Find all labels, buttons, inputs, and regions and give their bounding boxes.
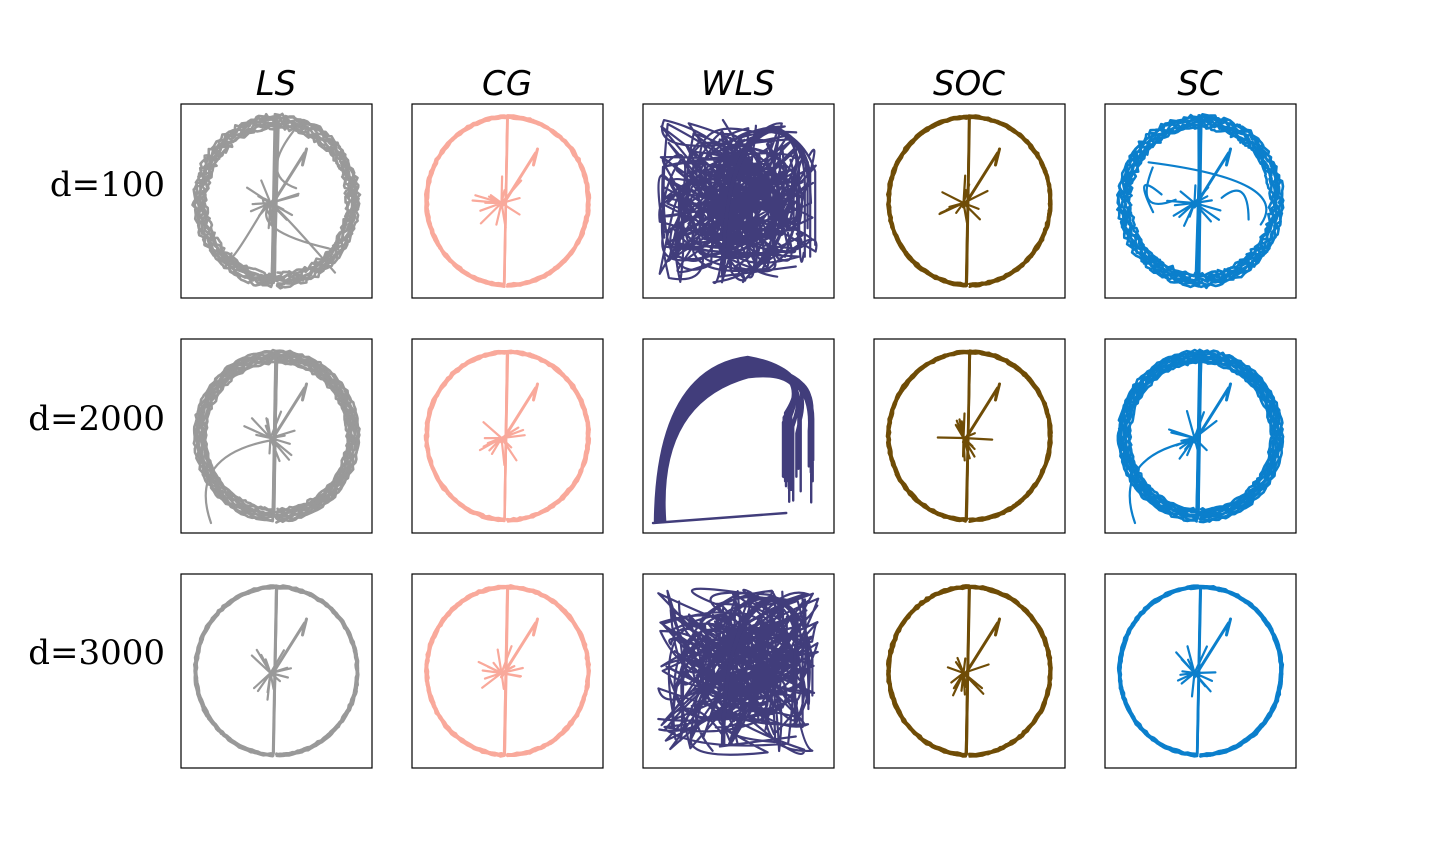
trajectory-series <box>657 118 818 285</box>
trajectory-line <box>888 586 1051 756</box>
panel-sc-d100 <box>1104 103 1297 299</box>
trajectory-series <box>657 587 820 756</box>
trajectory-line <box>426 586 589 756</box>
trajectory-line <box>1123 355 1279 517</box>
trajectory-line <box>1143 161 1268 226</box>
panel-sc-d3000 <box>1104 573 1297 769</box>
trajectory-line <box>243 410 296 463</box>
trajectory-series <box>651 355 815 525</box>
trajectory-line <box>269 382 308 444</box>
trajectory-line <box>946 656 990 697</box>
trajectory-line <box>718 594 814 748</box>
column-title-sc: SC <box>1177 64 1223 104</box>
trajectory-series <box>886 114 1053 288</box>
panels <box>180 103 1297 769</box>
trajectory-series <box>886 584 1053 758</box>
trajectory-series <box>424 584 591 758</box>
trajectory-line <box>962 617 1001 679</box>
trajectory-line <box>888 116 1051 285</box>
trajectory-line <box>888 351 1051 521</box>
trajectory-line <box>1175 645 1217 698</box>
trajectory-line <box>195 586 358 756</box>
trajectory-line <box>203 360 350 512</box>
panel-ls-d100 <box>180 103 373 299</box>
trajectory-line <box>1127 360 1274 512</box>
column-title-cg: CG <box>482 64 532 104</box>
trajectory-line <box>269 617 308 679</box>
trajectory-line <box>269 147 308 209</box>
trajectory-line <box>478 421 526 467</box>
panel-cg-d2000 <box>411 338 604 534</box>
trajectory-line <box>718 124 817 278</box>
trajectory-line <box>1119 586 1282 756</box>
trajectory-line <box>200 121 354 281</box>
trajectory-series <box>885 349 1053 523</box>
trajectory-line <box>1128 438 1198 525</box>
trajectory-line <box>426 116 589 286</box>
column-title-soc: SOC <box>933 64 1005 104</box>
column-titles: LS CG WLS SOC SC <box>256 64 1223 104</box>
panel-cg-d100 <box>411 103 604 299</box>
panel-ls-d2000 <box>180 338 373 534</box>
panel-ls-d3000 <box>180 573 373 769</box>
trajectory-line <box>962 147 1001 209</box>
trajectory-line <box>1127 124 1274 278</box>
panel-wls-d2000 <box>642 338 835 534</box>
panel-soc-d2000 <box>873 338 1066 534</box>
trajectory-line <box>202 358 351 514</box>
trajectory-series <box>193 584 360 758</box>
trajectory-line <box>1117 114 1284 287</box>
column-title-ls: LS <box>256 64 297 104</box>
row-labels: d=100 d=2000 d=3000 <box>28 165 165 673</box>
trajectory-line <box>1193 382 1232 444</box>
trajectory-line <box>250 648 292 701</box>
trajectory-line <box>1118 116 1283 286</box>
trajectory-series <box>192 348 361 525</box>
trajectory-line <box>1193 147 1232 209</box>
trajectory-line <box>1126 358 1275 514</box>
trajectory-series <box>1116 113 1285 290</box>
trajectory-line <box>203 125 351 277</box>
panel-sc-d2000 <box>1104 338 1297 534</box>
trajectory-series <box>1116 348 1285 525</box>
trajectory-line <box>1193 617 1232 679</box>
trajectory-line <box>229 124 337 274</box>
row-label-d100: d=100 <box>50 165 165 205</box>
trajectory-line <box>204 438 274 525</box>
trajectory-series <box>424 114 592 288</box>
row-label-d3000: d=3000 <box>28 633 165 673</box>
panel-wls-d100 <box>642 103 835 299</box>
row-label-d2000: d=2000 <box>28 399 165 439</box>
trajectory-line <box>500 147 539 209</box>
trajectory-series <box>191 112 362 290</box>
trajectory-series <box>1116 584 1285 758</box>
trajectory-line <box>962 382 1001 444</box>
trajectory-line <box>500 617 539 679</box>
trajectory-line <box>500 382 539 444</box>
trajectory-line <box>426 351 589 521</box>
column-title-wls: WLS <box>701 64 775 104</box>
panel-cg-d3000 <box>411 573 604 769</box>
trajectory-line <box>938 174 989 224</box>
panel-soc-d3000 <box>873 573 1066 769</box>
panel-wls-d3000 <box>642 573 835 769</box>
trajectory-line <box>651 355 815 525</box>
trajectory-series <box>423 349 592 523</box>
panel-soc-d100 <box>873 103 1066 299</box>
